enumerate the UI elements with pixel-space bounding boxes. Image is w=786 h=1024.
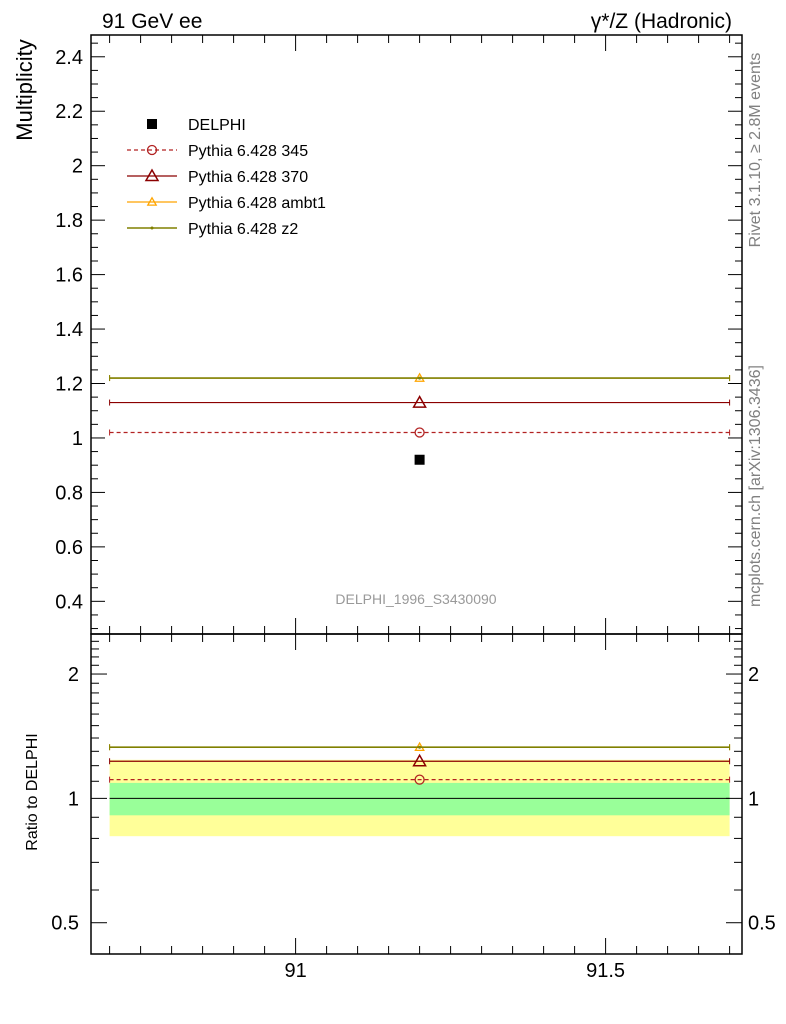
ratio-ytick-label: 0.5	[51, 913, 79, 935]
main-ytick-label: 0.8	[55, 482, 83, 504]
legend-label: Pythia 6.428 345	[188, 143, 308, 160]
header-left: 91 GeV ee	[102, 10, 202, 33]
main-ytick-label: 1.2	[55, 374, 83, 396]
ratio-y-axis: 0.5 0.5 1 1 2 2	[51, 633, 776, 935]
legend-marker-p370	[144, 168, 160, 182]
analysis-annotation: DELPHI_1996_S3430090	[335, 591, 496, 607]
data-point-data	[414, 454, 425, 465]
main-ytick-label: 2.2	[55, 101, 83, 123]
legend-label: DELPHI	[188, 117, 246, 134]
ratio-xtick-label: 91	[284, 960, 306, 982]
ratio-x-axis: 91 91.5	[109, 634, 731, 982]
ratio-point-z2	[418, 745, 422, 749]
main-ytick-label: 2	[72, 156, 83, 178]
main-series	[109, 372, 731, 465]
main-ytick-label: 0.6	[55, 537, 83, 559]
ratio-ytick-label-right: 0.5	[748, 913, 776, 935]
legend-item-p370: Pythia 6.428 370	[127, 168, 308, 186]
main-ytick-label: 1.4	[55, 319, 83, 341]
ratio-series	[109, 741, 731, 799]
legend-label: Pythia 6.428 370	[188, 169, 308, 186]
legend-marker-p345	[146, 144, 158, 156]
main-ytick-label: 1	[72, 428, 83, 450]
ratio-ytick-label: 2	[68, 664, 79, 686]
legend-label: Pythia 6.428 ambt1	[188, 195, 326, 212]
main-ytick-label: 2.4	[55, 47, 83, 69]
legend: DELPHI Pythia 6.428 345 Pythia 6.428 370 Py…	[127, 117, 326, 238]
legend-marker-z2	[150, 226, 154, 230]
main-ytick-label: 1.6	[55, 265, 83, 287]
ratio-panel: 0.5 0.5 1 1 2 2 91 91.5	[51, 633, 776, 982]
legend-item-z2: Pythia 6.428 z2	[127, 221, 298, 238]
legend-marker-ambt1	[146, 196, 158, 206]
ratio-xtick-label: 91.5	[586, 960, 625, 982]
main-ylabel: Multiplicity	[12, 39, 37, 140]
ratio-ytick-label-right: 2	[748, 664, 759, 686]
main-ytick-label: 0.4	[55, 591, 83, 613]
ratio-ylabel: Ratio to DELPHI	[24, 733, 41, 850]
rivet-label: Rivet 3.1.10, ≥ 2.8M events	[747, 53, 764, 248]
legend-label: Pythia 6.428 z2	[188, 221, 298, 238]
ratio-point-p370	[412, 753, 427, 767]
mcplots-label: mcplots.cern.ch [arXiv:1306.3436]	[747, 365, 764, 607]
ratio-band-inner	[109, 782, 730, 816]
legend-item-ambt1: Pythia 6.428 ambt1	[127, 195, 326, 212]
ratio-point-p345	[414, 774, 425, 785]
ratio-ytick-label-right: 1	[748, 788, 759, 810]
ratio-ytick-label: 1	[68, 788, 79, 810]
main-panel: 0.4 0.6 0.8 1 1.2 1.4 1.6 1.8 2 2.2 2.4 DELPHI_199…	[55, 34, 743, 635]
main-y-axis: 0.4 0.6 0.8 1 1.2 1.4 1.6 1.8 2 2.2 2.4	[55, 42, 742, 630]
data-point-z2	[418, 376, 422, 380]
data-point-p370	[412, 395, 427, 408]
data-point-p345	[414, 427, 425, 438]
legend-marker-data	[147, 119, 157, 129]
header-right: γ*/Z (Hadronic)	[591, 10, 732, 33]
main-x-axis	[109, 35, 731, 634]
ratio-frame	[90, 633, 743, 955]
legend-item-data: DELPHI	[147, 117, 246, 134]
main-ytick-label: 1.8	[55, 210, 83, 232]
legend-item-p345: Pythia 6.428 345	[127, 143, 308, 160]
